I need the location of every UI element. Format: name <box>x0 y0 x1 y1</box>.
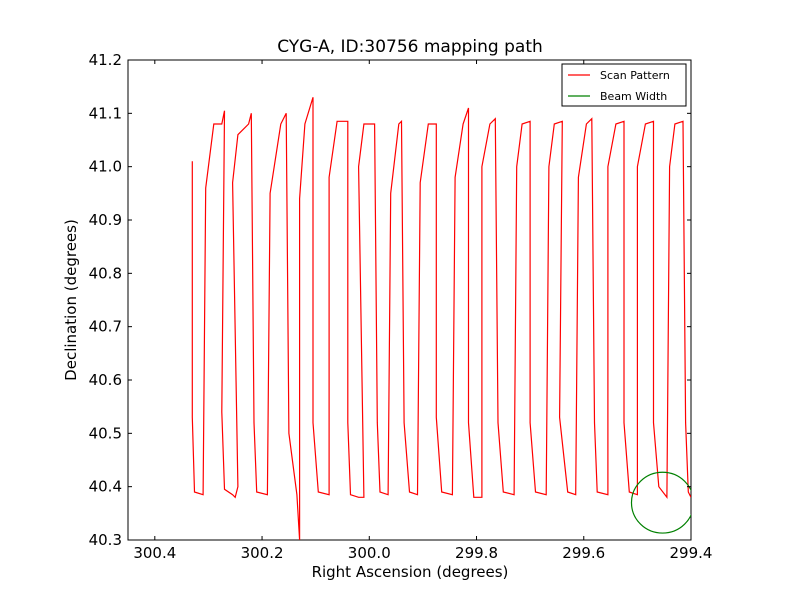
legend-box <box>561 63 687 107</box>
y-tick-label: 41.1 <box>89 104 122 122</box>
y-axis-label: Declination (degrees) <box>62 219 80 381</box>
x-tick-label: 299.4 <box>670 544 713 562</box>
y-tick-label: 41.0 <box>89 158 122 176</box>
legend-label-beam-width: Beam Width <box>600 90 667 103</box>
legend: Scan Pattern Beam Width <box>561 63 687 107</box>
data-layer <box>191 97 691 540</box>
y-tick-label: 40.6 <box>89 371 122 389</box>
y-tick-label: 40.9 <box>89 211 122 229</box>
chart-title: CYG-A, ID:30756 mapping path <box>277 37 543 57</box>
y-tick-label: 40.8 <box>89 264 122 282</box>
plot-area: 300.4 300.2 300.0 299.8 299.6 299.4 40.3 40.4 40… <box>89 51 713 562</box>
x-tick-label: 300.2 <box>241 544 284 562</box>
y-tick-label: 40.3 <box>89 531 122 549</box>
x-tick-label: 299.8 <box>455 544 498 562</box>
y-tick-label: 40.7 <box>89 318 122 336</box>
series-line-scan-pattern <box>191 97 691 540</box>
series-beam-width-circle <box>630 471 691 534</box>
y-tick-label: 40.5 <box>89 424 122 442</box>
legend-label-scan-pattern: Scan Pattern <box>600 69 670 82</box>
x-tick-label: 300.0 <box>348 544 391 562</box>
x-tick-label: 300.4 <box>133 544 176 562</box>
y-tick-label: 40.4 <box>89 478 122 496</box>
tick-layer: 300.4 300.2 300.0 299.8 299.6 299.4 40.3 40.4 40… <box>89 51 713 562</box>
plot-frame <box>127 59 692 541</box>
x-tick-label: 299.6 <box>562 544 605 562</box>
y-tick-label: 41.2 <box>89 51 122 69</box>
x-axis-label: Right Ascension (degrees) <box>312 563 509 581</box>
